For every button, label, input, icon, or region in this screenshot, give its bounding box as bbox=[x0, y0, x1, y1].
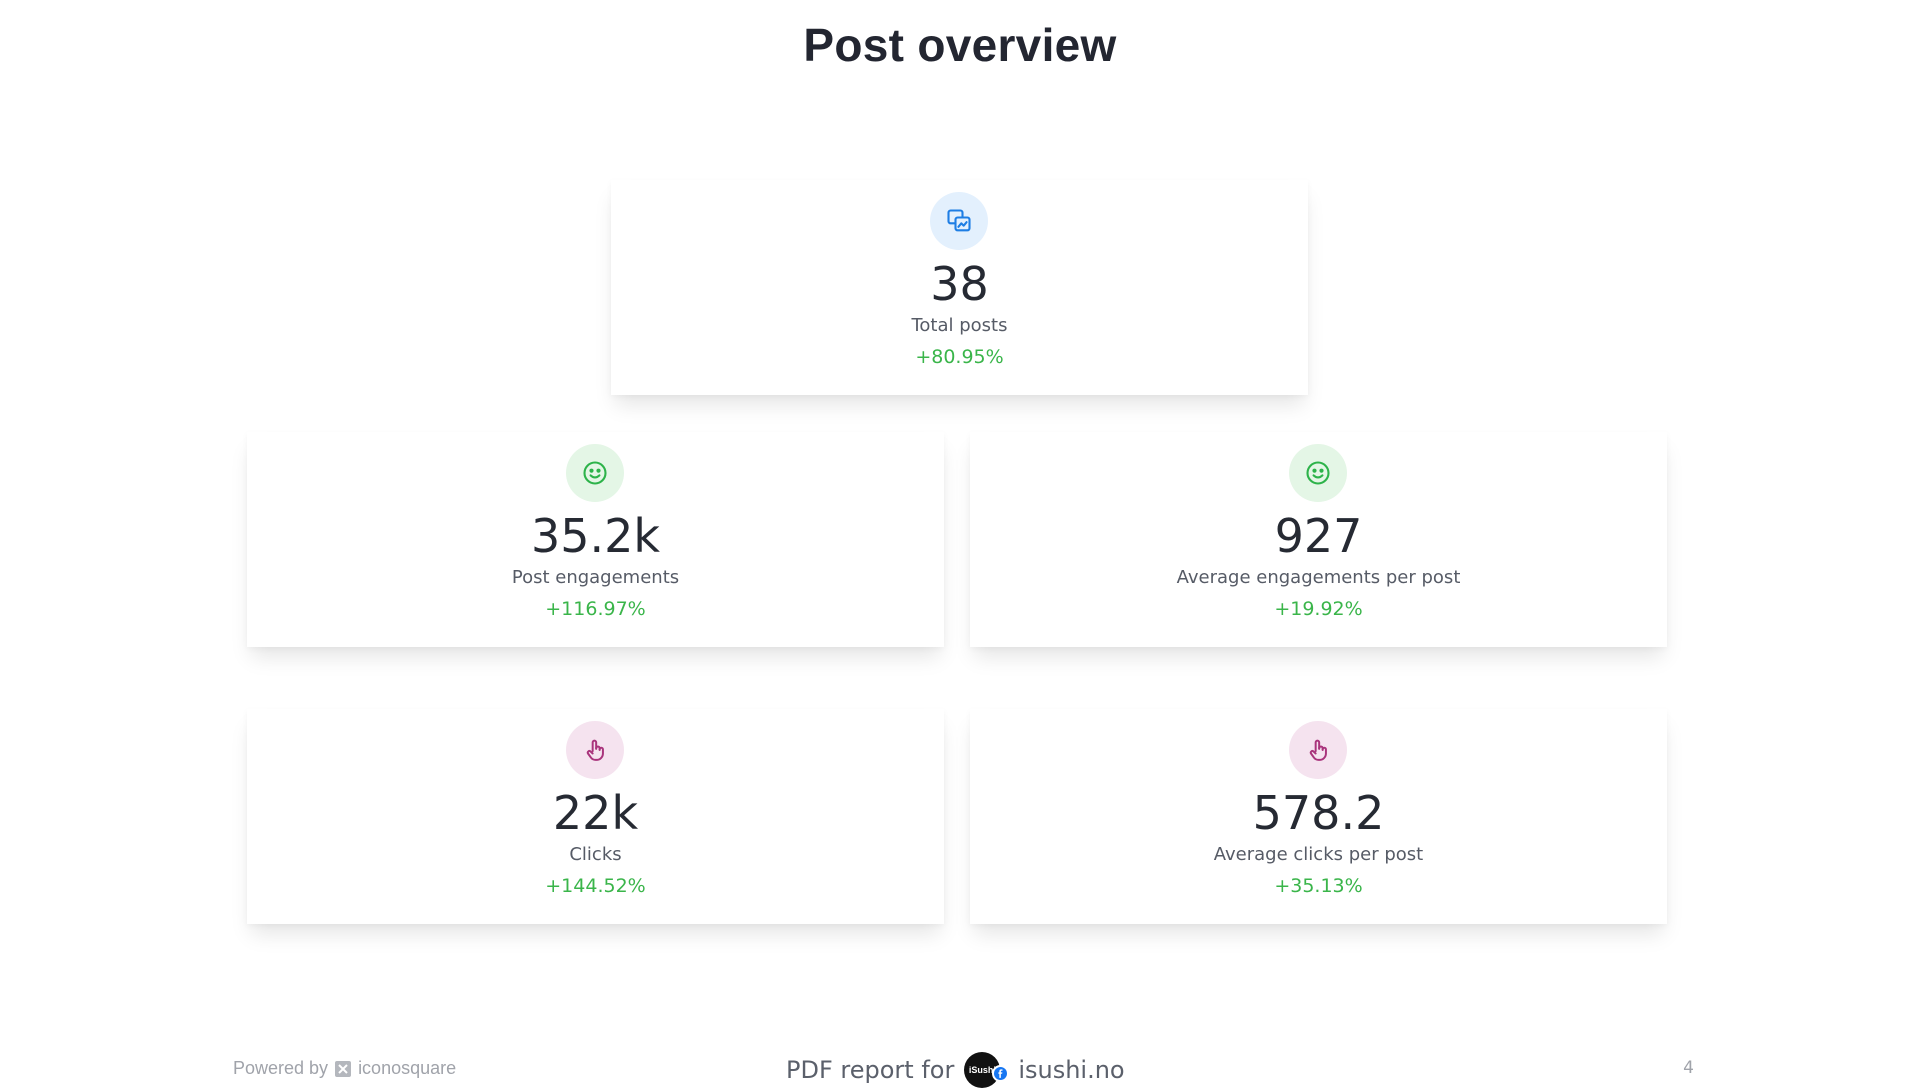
average-clicks-label: Average clicks per post bbox=[1213, 844, 1424, 865]
metric-card-post-engagements: 35.2k Post engagements +116.97% bbox=[247, 432, 944, 647]
smiley-icon bbox=[566, 444, 624, 502]
clicks-change: +144.52% bbox=[545, 875, 646, 897]
powered-by-label: Powered by bbox=[233, 1058, 329, 1078]
clicks-value: 22k bbox=[552, 786, 639, 840]
total-posts-change: +80.95% bbox=[915, 346, 1004, 368]
average-clicks-change: +35.13% bbox=[1274, 875, 1363, 897]
average-clicks-value: 578.2 bbox=[1252, 786, 1385, 840]
brand-name: iconosquare bbox=[358, 1058, 457, 1078]
account-avatar: iSushi bbox=[964, 1052, 1010, 1088]
average-engagements-change: +19.92% bbox=[1274, 598, 1363, 620]
page-footer: Powered by iconosquare PDF report for iS… bbox=[0, 1050, 1920, 1088]
avatar-text: iSushi bbox=[968, 1065, 996, 1075]
post-engagements-change: +116.97% bbox=[545, 598, 646, 620]
metric-card-average-engagements: 927 Average engagements per post +19.92% bbox=[970, 432, 1667, 647]
tap-hand-icon bbox=[566, 721, 624, 779]
powered-by: Powered by iconosquare bbox=[233, 1058, 456, 1079]
metric-card-average-clicks: 578.2 Average clicks per post +35.13% bbox=[970, 709, 1667, 924]
post-engagements-value: 35.2k bbox=[530, 509, 661, 563]
tap-hand-icon bbox=[1289, 721, 1347, 779]
average-engagements-value: 927 bbox=[1274, 509, 1363, 563]
metric-card-total-posts: 38 Total posts +80.95% bbox=[611, 180, 1308, 395]
report-for-label: PDF report for bbox=[786, 1056, 955, 1084]
clicks-label: Clicks bbox=[569, 844, 622, 865]
metric-card-clicks: 22k Clicks +144.52% bbox=[247, 709, 944, 924]
facebook-icon bbox=[992, 1065, 1010, 1082]
posts-icon bbox=[930, 192, 988, 250]
average-engagements-label: Average engagements per post bbox=[1176, 567, 1461, 588]
page-title: Post overview bbox=[803, 19, 1117, 71]
page-number: 4 bbox=[1683, 1058, 1694, 1078]
iconosquare-logo-icon bbox=[334, 1060, 352, 1078]
total-posts-value: 38 bbox=[930, 257, 989, 311]
account-name: isushi.no bbox=[1018, 1056, 1125, 1084]
smiley-icon bbox=[1289, 444, 1347, 502]
report-for: PDF report for iSushi isushi.no bbox=[786, 1050, 1125, 1090]
total-posts-label: Total posts bbox=[911, 315, 1008, 336]
post-engagements-label: Post engagements bbox=[511, 567, 680, 588]
